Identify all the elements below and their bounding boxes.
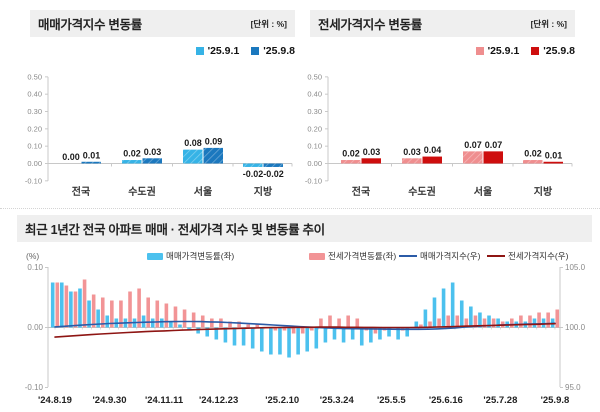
svg-text:0.20: 0.20	[307, 124, 322, 133]
sales-change-chart: 0.500.400.300.200.100.00-0.100.00 0.020.0…	[25, 72, 293, 198]
trend-left-axis-unit: (%)	[26, 251, 40, 261]
svg-text:95.0: 95.0	[565, 383, 581, 392]
svg-text:서울: 서울	[194, 185, 212, 198]
jeonse-legend-label-2: '25.9.8	[543, 45, 575, 57]
svg-text:0.09: 0.09	[205, 136, 223, 146]
trend-panel-header: 최근 1년간 전국 아파트 매매 · 전세가격 지수 및 변동률 추이	[17, 215, 592, 242]
svg-text:'25.2.10: '25.2.10	[265, 395, 299, 406]
svg-text:0.00: 0.00	[27, 323, 43, 332]
trend-legend: (%) 매매가격변동률(좌) 전세가격변동률(좌) 매매가격지수(우) 전세가격…	[17, 249, 592, 265]
trend-legend-label-1: 매매가격변동률(좌)	[166, 251, 235, 261]
svg-text:0.04: 0.04	[424, 145, 442, 155]
svg-text:수도권: 수도권	[128, 186, 156, 198]
svg-text:'25.3.24: '25.3.24	[320, 395, 355, 406]
svg-text:0.02: 0.02	[524, 149, 542, 159]
svg-text:0.30: 0.30	[27, 107, 42, 116]
svg-text:'25.7.28: '25.7.28	[483, 395, 517, 406]
sales-legend-swatch-2	[251, 47, 260, 55]
svg-text:0.00: 0.00	[27, 159, 42, 168]
svg-text:0.10: 0.10	[27, 263, 43, 272]
svg-text:전국: 전국	[352, 185, 370, 198]
jeonse-legend-label-1: '25.9.1	[487, 45, 520, 57]
svg-text:수도권: 수도권	[408, 186, 436, 198]
trend-legend-label-2: 전세가격변동률(좌)	[328, 251, 397, 261]
svg-text:0.10: 0.10	[307, 142, 322, 151]
jeonse-panel-unit: [단위 : %]	[530, 18, 567, 29]
jeonse-legend-swatch-2	[531, 47, 540, 55]
sales-legend-label-1: '25.9.1	[207, 45, 240, 57]
svg-text:0.01: 0.01	[83, 150, 101, 160]
trend-legend-item-3: 매매가격지수(우)	[399, 249, 480, 263]
trend-legend-label-3: 매매가격지수(우)	[420, 251, 481, 261]
jeonse-change-chart: 0.500.400.300.200.100.00-0.100.02 0.030.0…	[305, 72, 573, 198]
svg-text:0.40: 0.40	[307, 90, 322, 99]
svg-text:'24.12.23: '24.12.23	[199, 395, 238, 406]
jeonse-legend-item-1: '25.9.1	[475, 45, 520, 57]
svg-text:0.30: 0.30	[307, 107, 322, 116]
svg-text:0.20: 0.20	[27, 124, 42, 133]
svg-text:-0.10: -0.10	[305, 176, 322, 185]
svg-text:0.07: 0.07	[485, 140, 503, 150]
trend-legend-item-1: 매매가격변동률(좌)	[147, 249, 234, 263]
svg-text:'24.11.11: '24.11.11	[145, 395, 184, 406]
svg-text:0.00: 0.00	[62, 152, 80, 162]
sales-panel-header: 매매가격지수 변동률 [단위 : %]	[30, 10, 295, 37]
trend-legend-swatch-2	[309, 252, 325, 260]
svg-text:전국: 전국	[72, 185, 90, 198]
svg-text:지방: 지방	[254, 185, 273, 198]
section-divider	[0, 208, 600, 209]
svg-text:'25.6.16: '25.6.16	[429, 395, 463, 406]
svg-text:0.03: 0.03	[144, 147, 162, 157]
jeonse-legend: '25.9.1 '25.9.8	[475, 45, 575, 57]
svg-text:0.40: 0.40	[27, 90, 42, 99]
svg-text:0.03: 0.03	[363, 147, 381, 157]
jeonse-legend-item-2: '25.9.8	[531, 45, 575, 57]
trend-panel-title: 최근 1년간 전국 아파트 매매 · 전세가격 지수 및 변동률 추이	[25, 223, 325, 237]
trend-legend-item-2: 전세가격변동률(좌)	[309, 249, 396, 263]
svg-text:-0.10: -0.10	[25, 176, 42, 185]
trend-legend-swatch-1	[147, 252, 163, 260]
svg-text:-0.02: -0.02	[243, 169, 264, 179]
jeonse-panel-header: 전세가격지수 변동률 [단위 : %]	[310, 10, 575, 37]
svg-text:0.10: 0.10	[27, 142, 42, 151]
trend-legend-item-4: 전세가격지수(우)	[487, 249, 568, 263]
svg-text:0.50: 0.50	[307, 72, 322, 81]
svg-text:0.02: 0.02	[123, 149, 141, 159]
jeonse-panel-title: 전세가격지수 변동률	[318, 18, 422, 32]
svg-text:-0.02: -0.02	[263, 169, 284, 179]
trend-chart: 0.10 0.00 -0.10 105.0 100.0 95.0 '24.8.19 '24.9…	[25, 263, 586, 406]
sales-panel-unit: [단위 : %]	[250, 18, 287, 29]
sales-legend-item-1: '25.9.1	[195, 45, 240, 57]
svg-text:'24.8.19: '24.8.19	[38, 395, 72, 406]
svg-text:0.50: 0.50	[27, 72, 42, 81]
svg-text:지방: 지방	[534, 185, 553, 198]
svg-text:0.00: 0.00	[307, 159, 322, 168]
svg-text:0.07: 0.07	[464, 140, 482, 150]
svg-text:'24.9.30: '24.9.30	[93, 395, 127, 406]
sales-legend-item-2: '25.9.8	[251, 45, 295, 57]
jeonse-legend-swatch-1	[475, 47, 484, 55]
svg-text:'25.5.5: '25.5.5	[377, 395, 406, 406]
sales-legend: '25.9.1 '25.9.8	[195, 45, 295, 57]
svg-text:105.0: 105.0	[565, 263, 586, 272]
svg-text:'25.9.8: '25.9.8	[541, 395, 570, 406]
trend-legend-label-4: 전세가격지수(우)	[508, 251, 569, 261]
svg-text:서울: 서울	[474, 185, 492, 198]
sales-panel-title: 매매가격지수 변동률	[38, 18, 142, 32]
svg-text:-0.10: -0.10	[25, 383, 44, 392]
svg-text:0.01: 0.01	[545, 150, 563, 160]
sales-legend-label-2: '25.9.8	[263, 45, 295, 57]
svg-text:0.03: 0.03	[403, 147, 421, 157]
svg-text:100.0: 100.0	[565, 323, 586, 332]
svg-text:0.02: 0.02	[342, 149, 360, 159]
svg-text:0.08: 0.08	[184, 138, 202, 148]
trend-legend-swatch-4	[487, 255, 505, 257]
trend-legend-swatch-3	[399, 255, 417, 257]
sales-legend-swatch-1	[195, 47, 204, 55]
